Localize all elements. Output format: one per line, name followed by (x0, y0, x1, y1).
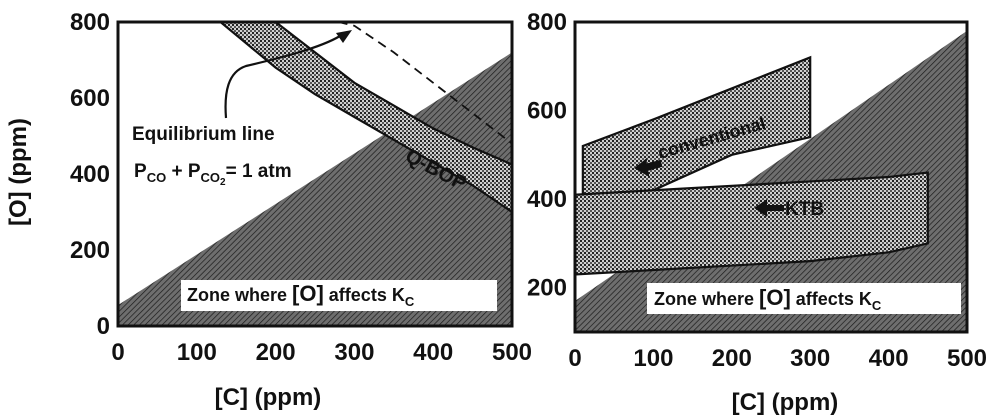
ktb-label-text: KTB (785, 199, 824, 220)
formula-rhs: = 1 atm (226, 161, 292, 182)
y-tick-label: 200 (527, 275, 567, 302)
zone-mid: affects K (791, 289, 872, 309)
left-y-axis-title: [O] (ppm) (5, 118, 32, 226)
zone-pre: Zone where (654, 289, 759, 309)
right-x-tick-labels: 0 100 200 300 400 500 (568, 345, 987, 372)
zone-sub: C (872, 298, 882, 313)
x-tick-label: 200 (256, 339, 296, 366)
x-tick-label: 400 (413, 339, 453, 366)
formula-co-subscript: CO (147, 170, 167, 185)
x-tick-label: 300 (790, 345, 830, 372)
y-tick-label: 800 (70, 9, 110, 36)
x-tick-label: 200 (712, 345, 752, 372)
x-tick-label: 300 (334, 339, 374, 366)
y-tick-label: 200 (70, 237, 110, 264)
x-tick-label: 100 (177, 339, 217, 366)
zone-bracket: [O] (292, 281, 324, 306)
y-tick-label: 800 (527, 9, 567, 36)
zone-bracket: [O] (759, 285, 791, 310)
equilibrium-leader-arrowhead (336, 30, 352, 43)
left-zone-label: Zone where [O] affects KC (181, 280, 497, 311)
conventional-arrow-icon (634, 157, 663, 177)
right-zone-label-box (647, 283, 961, 314)
formula-co2-subscript: CO (201, 170, 221, 185)
x-tick-label: 400 (869, 345, 909, 372)
ktb-arrow-icon (754, 199, 784, 217)
right-plot-frame (573, 20, 969, 334)
left-zone-label-box (181, 280, 497, 311)
left-lines (338, 21, 513, 145)
x-tick-label: 100 (633, 345, 673, 372)
x-tick-label: 0 (111, 339, 124, 366)
equilibrium-line-label: Equilibrium line (132, 124, 275, 145)
y-tick-label: 0 (97, 313, 110, 340)
formula-p1: P (134, 161, 147, 182)
right-zone-label: Zone where [O] affects KC (647, 283, 961, 314)
y-tick-label: 400 (527, 186, 567, 213)
left-y-tick-labels: 0 200 400 600 800 (70, 9, 110, 340)
equilibrium-formula: PCO + PCO2= 1 atm (134, 161, 292, 188)
y-tick-label: 400 (70, 161, 110, 188)
zone-pre: Zone where (187, 285, 292, 305)
formula-plus-p2: + P (166, 161, 201, 182)
equilibrium-dashed-line (338, 21, 513, 145)
zone-sub: C (405, 294, 415, 309)
left-x-tick-labels: 0 100 200 300 400 500 (111, 339, 532, 366)
equilibrium-leader-line (224, 35, 341, 119)
right-bands (573, 55, 929, 276)
left-x-axis-title: [C] (ppm) (215, 384, 322, 411)
zone-mid: affects K (324, 285, 405, 305)
right-y-tick-labels: 200 400 600 800 (527, 9, 567, 302)
right-x-axis-title: [C] (ppm) (732, 389, 839, 416)
left-chart-panel: 0 100 200 300 400 500 0 200 400 600 800 [C] (ppm)… (5, 9, 532, 411)
y-tick-label: 600 (70, 85, 110, 112)
y-tick-label: 600 (527, 98, 567, 125)
right-zone-label-text: Zone where [O] affects KC (654, 285, 882, 313)
ktb-band (573, 171, 929, 276)
x-tick-label: 0 (568, 345, 581, 372)
ktb-band-label: KTB (754, 199, 824, 220)
left-plot-frame (116, 20, 514, 328)
left-zone-label-text: Zone where [O] affects KC (187, 281, 415, 309)
x-tick-label: 500 (492, 339, 532, 366)
x-tick-label: 500 (947, 345, 987, 372)
formula-co2-sub-2: 2 (220, 177, 226, 188)
